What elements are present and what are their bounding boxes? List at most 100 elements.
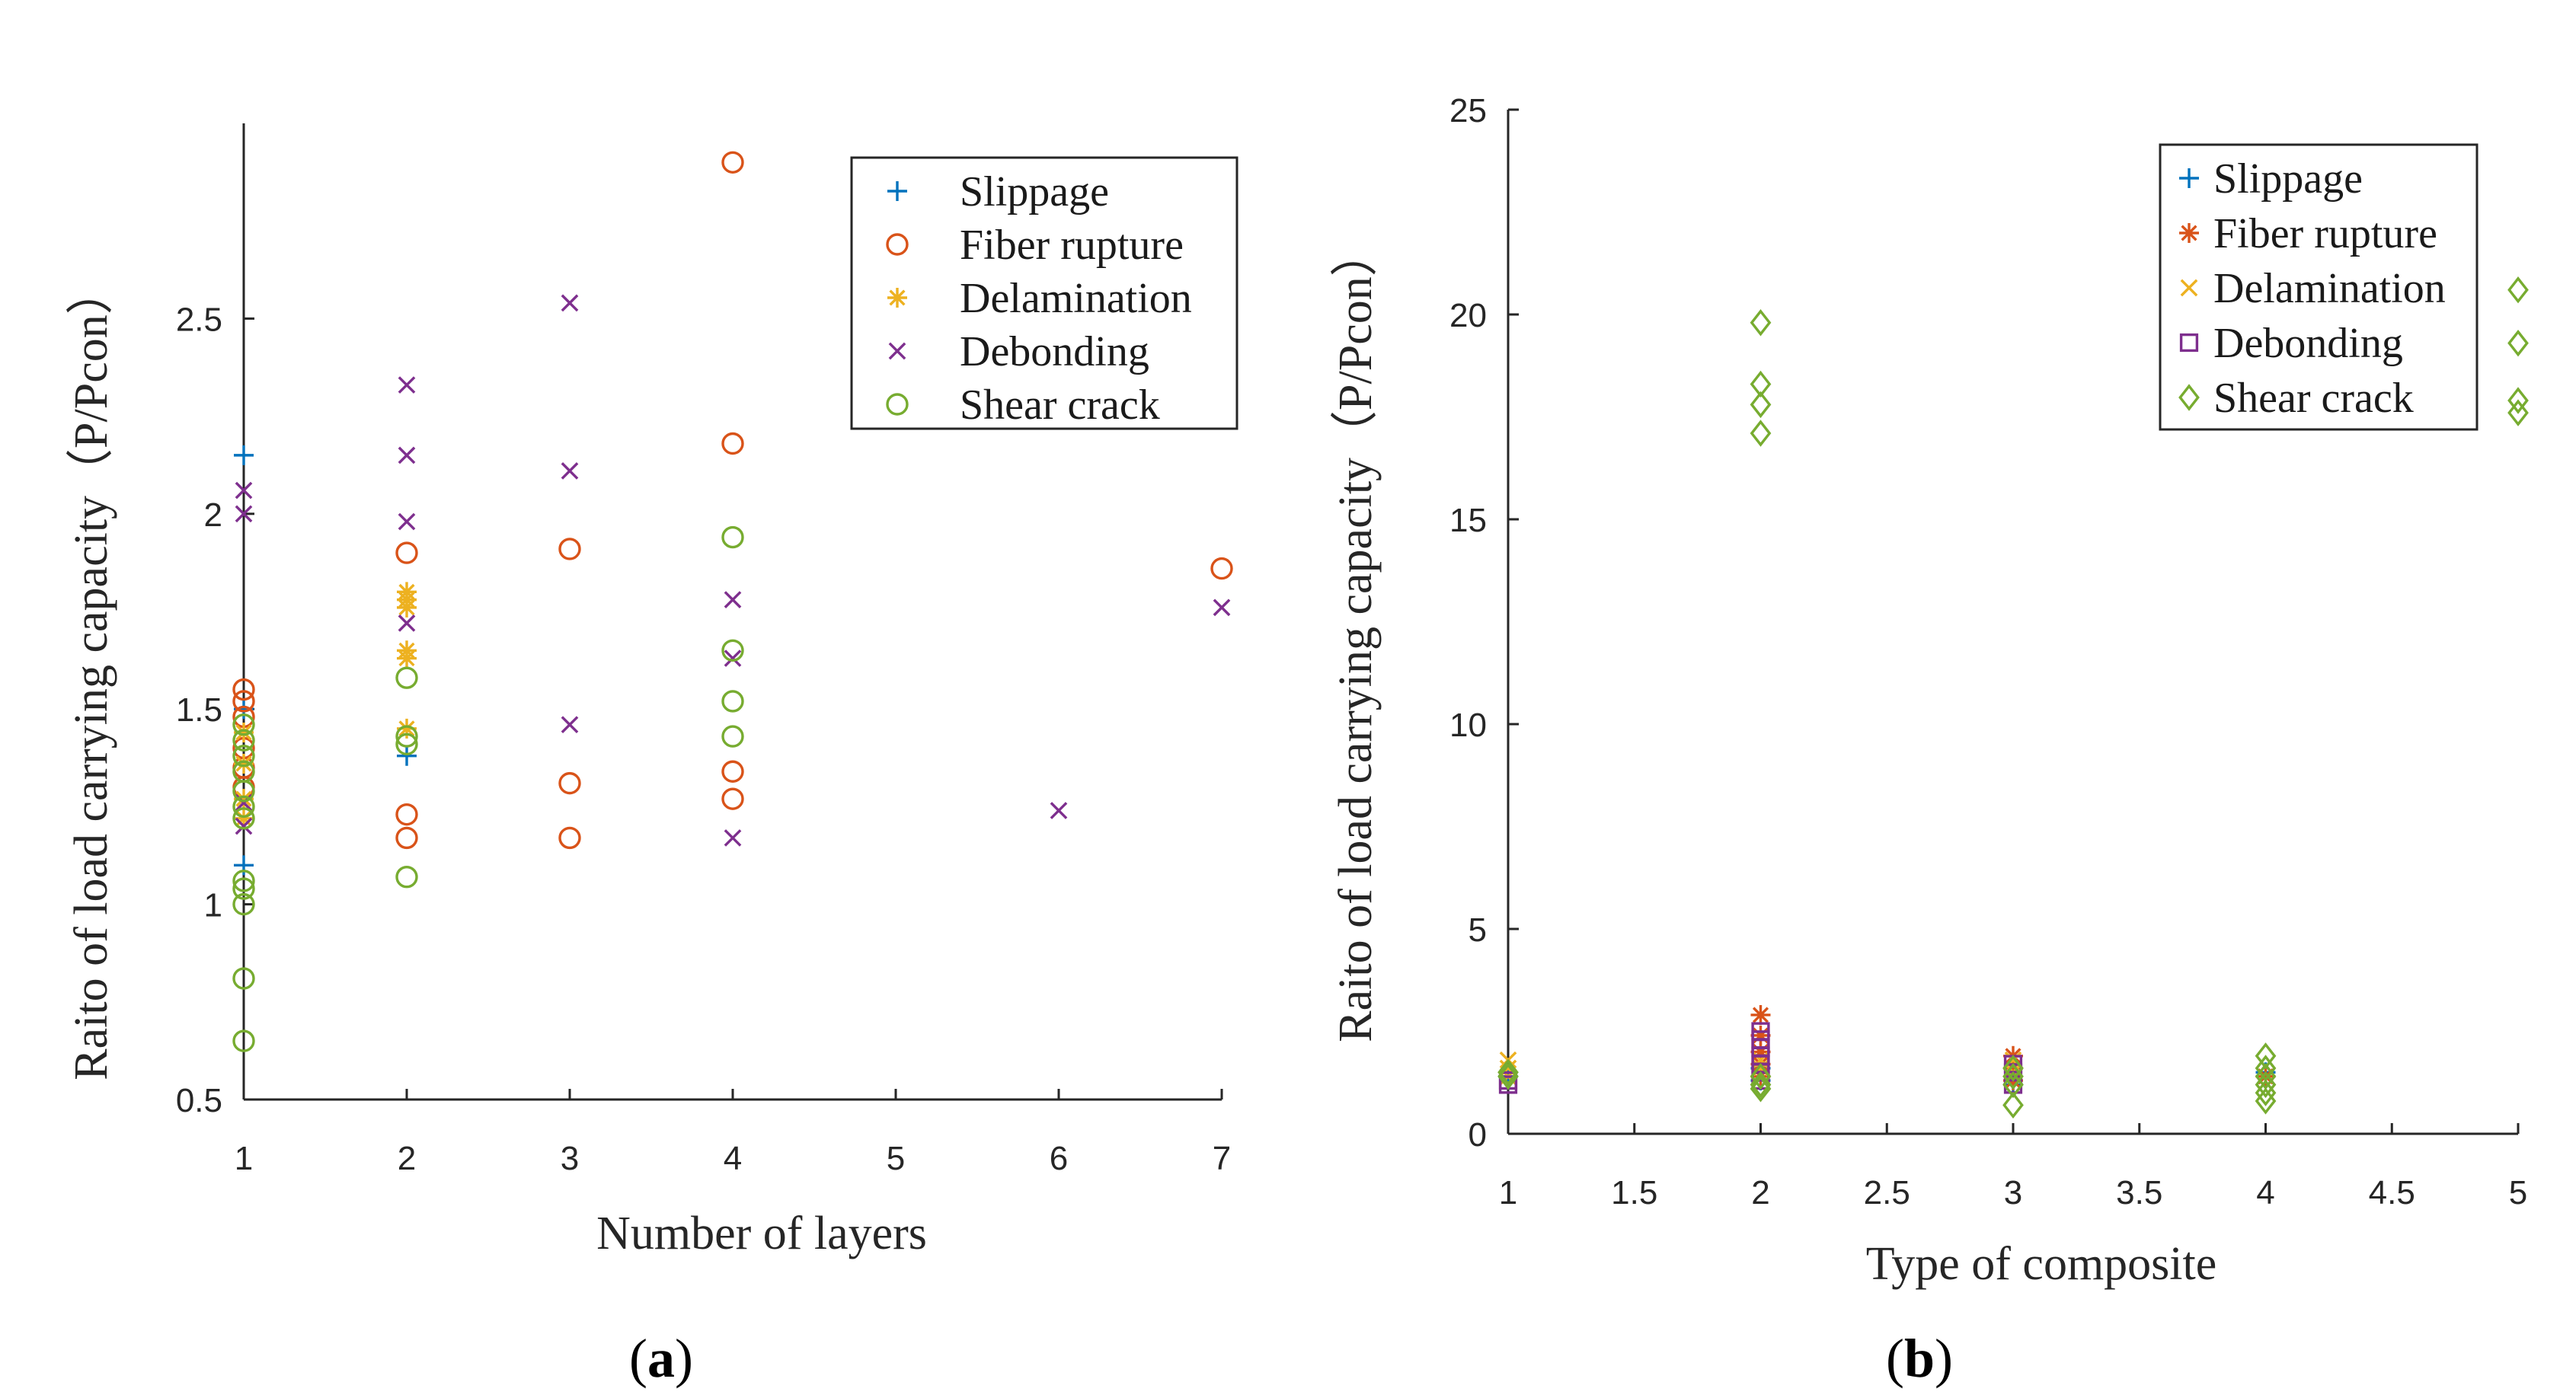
x-tick-label: 1 — [1499, 1174, 1517, 1211]
data-point — [235, 817, 253, 835]
data-point — [398, 512, 416, 531]
x-tick-label: 1 — [235, 1140, 253, 1177]
data-point — [397, 745, 417, 766]
data-point — [1497, 1058, 1519, 1087]
data-point — [1750, 420, 1772, 447]
data-point — [724, 591, 742, 608]
data-point — [724, 650, 742, 667]
data-point — [1750, 1071, 1772, 1099]
x-tick-label: 4 — [2256, 1174, 2274, 1211]
panel-label-a: (a) — [629, 1328, 693, 1389]
legend-label: Fiber rupture — [960, 222, 1184, 269]
data-point — [2255, 1042, 2277, 1070]
data-point — [561, 294, 579, 312]
y-tick-label: 10 — [1449, 707, 1487, 744]
data-point — [232, 795, 255, 819]
legend-box — [850, 156, 1238, 430]
data-point — [1498, 1075, 1518, 1094]
y-tick-label: 1.5 — [176, 691, 222, 729]
data-point — [232, 690, 255, 713]
data-point — [235, 481, 253, 500]
data-point — [234, 753, 254, 774]
data-point — [232, 807, 255, 830]
y-tick-label: 0 — [1469, 1116, 1487, 1154]
x-tick-label: 2.5 — [1864, 1174, 1910, 1211]
data-point — [2255, 1079, 2277, 1106]
legend-marker — [2179, 223, 2199, 243]
data-point — [561, 462, 579, 480]
data-point — [721, 525, 744, 549]
series-debonding — [235, 294, 1231, 847]
chart-b: Raito of load carrying capacity（P/Pcon） … — [1330, 92, 2529, 1290]
legend-marker — [888, 342, 906, 360]
data-point — [1497, 1062, 1519, 1090]
data-point — [397, 648, 417, 669]
legend-marker — [2179, 333, 2199, 353]
legend-label: Slippage — [2213, 155, 2363, 203]
data-point — [1750, 370, 1772, 398]
legend-marker — [2179, 168, 2199, 188]
data-point — [2255, 1071, 2277, 1099]
legend-label: Debonding — [2213, 320, 2403, 367]
series-delamination — [234, 582, 417, 828]
panel-label-b: (b) — [1886, 1328, 1953, 1389]
data-point — [395, 541, 418, 564]
legend-marker — [886, 393, 909, 416]
data-point — [398, 614, 416, 632]
data-point — [1750, 1075, 1772, 1103]
legend: Slippage Fiber rupture Delamination Debondi… — [2159, 143, 2479, 431]
x-tick-label: 3 — [2004, 1174, 2022, 1211]
data-point — [2003, 1058, 2023, 1078]
y-tick-label: 20 — [1449, 297, 1487, 334]
data-point — [398, 376, 416, 394]
legend-marker — [2178, 384, 2200, 411]
data-point — [232, 713, 255, 736]
data-point — [397, 718, 417, 739]
x-tick-label: 2 — [1751, 1174, 1769, 1211]
data-point — [398, 446, 416, 464]
panel-label-b-letter: b — [1904, 1328, 1935, 1389]
y-axis-label-a: Raito of load carrying capacity（P/Pcon） — [66, 267, 117, 1080]
data-point — [2507, 329, 2529, 357]
y-tick-label: 2 — [204, 496, 222, 534]
data-point — [2507, 399, 2529, 426]
data-point — [1750, 1004, 1771, 1025]
data-point — [232, 678, 255, 701]
data-point — [232, 870, 255, 892]
data-point — [234, 789, 254, 809]
data-point — [2002, 1062, 2024, 1090]
x-tick-label: 3.5 — [2116, 1174, 2162, 1211]
data-point — [721, 151, 744, 174]
x-tick-label: 3 — [561, 1140, 579, 1177]
data-point — [561, 716, 579, 734]
x-tick-label: 2 — [398, 1140, 416, 1177]
data-point — [724, 829, 742, 847]
data-point — [721, 639, 744, 662]
data-point — [721, 432, 744, 455]
x-axis-label-a: Number of layers — [596, 1208, 927, 1259]
legend-marker — [887, 181, 907, 201]
data-point — [1750, 1025, 1771, 1045]
data-point — [2507, 387, 2529, 414]
legend-marker — [886, 233, 909, 256]
data-point — [395, 733, 418, 756]
data-point — [2507, 276, 2529, 304]
x-tick-label: 1.5 — [1611, 1174, 1657, 1211]
data-point — [2255, 1066, 2276, 1087]
y-axis-label-b: Raito of load carrying capacity（P/Pcon） — [1330, 229, 1382, 1042]
data-point — [1050, 802, 1068, 819]
legend-marker — [887, 288, 907, 308]
data-point — [558, 771, 581, 795]
legend-label: Slippage — [960, 168, 1109, 215]
data-point — [1750, 1062, 1772, 1090]
legend-label: Shear crack — [960, 381, 1160, 429]
data-point — [234, 445, 254, 465]
y-tick-label: 25 — [1449, 92, 1487, 129]
data-point — [395, 725, 418, 748]
data-point — [395, 826, 418, 850]
data-point — [558, 826, 581, 850]
y-tick-label: 5 — [1469, 911, 1487, 949]
panel-label-a-letter: a — [647, 1328, 675, 1389]
data-point — [2002, 1091, 2024, 1119]
x-tick-label: 7 — [1213, 1140, 1231, 1177]
